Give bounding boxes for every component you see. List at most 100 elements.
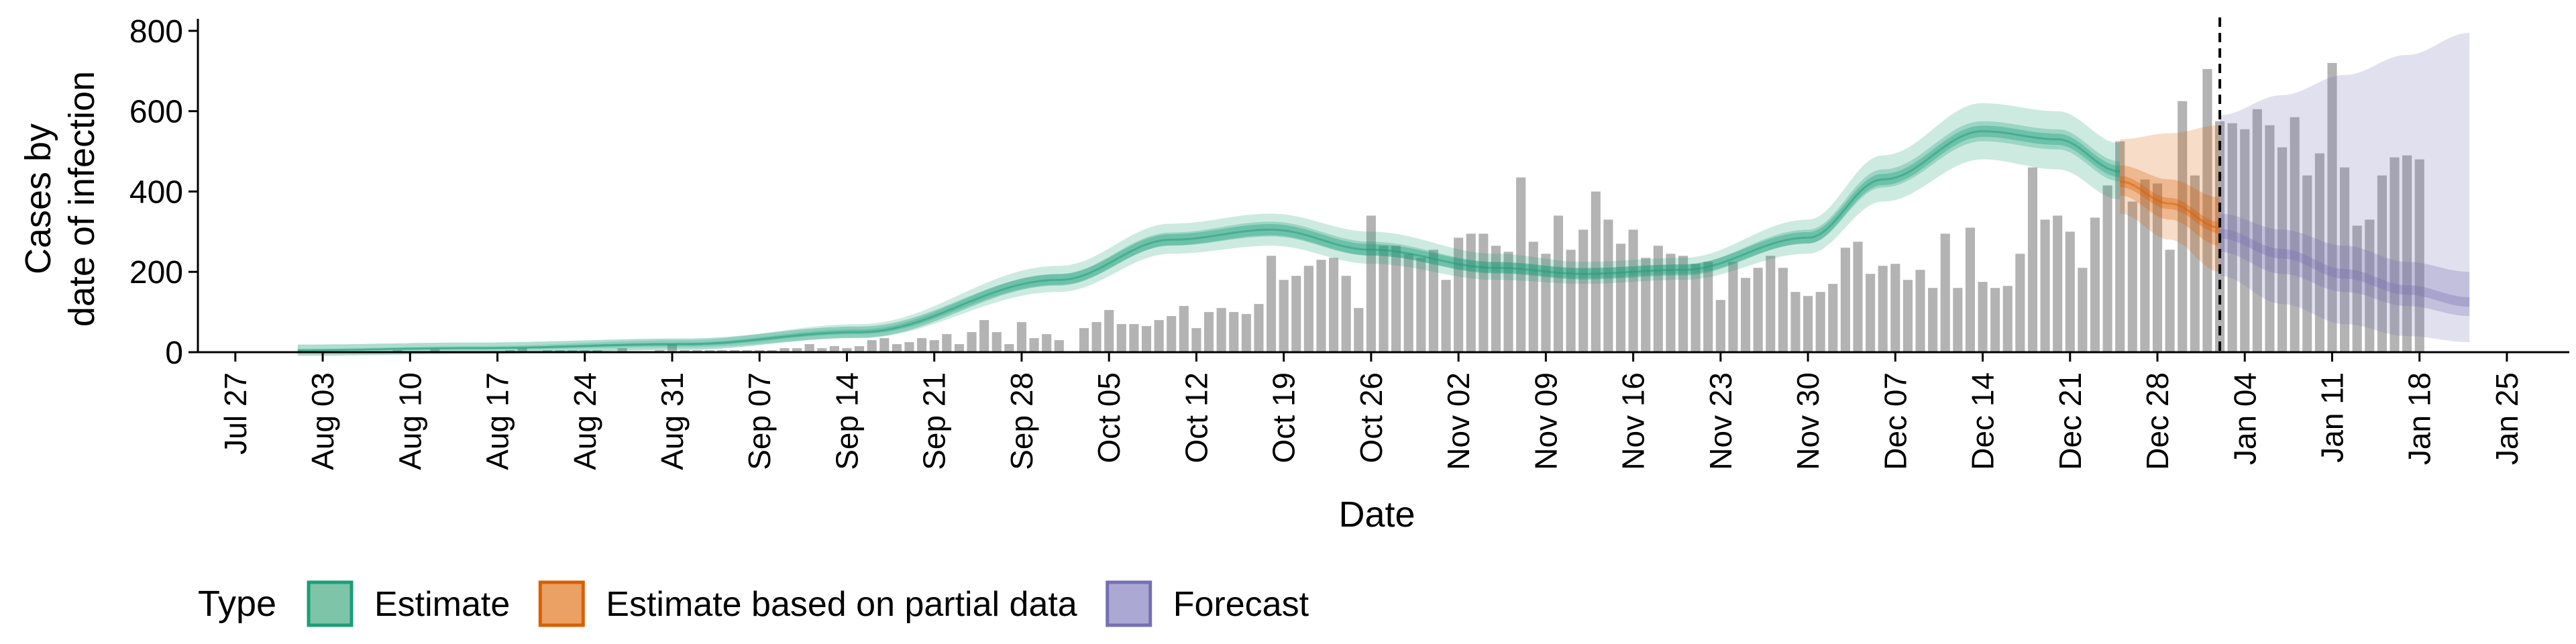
x-tick-label: Jan 11	[2315, 372, 2350, 463]
case-bar	[1978, 282, 1988, 352]
case-bar	[2290, 117, 2300, 352]
case-bar	[1016, 322, 1027, 352]
case-bar	[2053, 215, 2063, 352]
y-axis-title: Cases by date of infection	[18, 71, 102, 327]
x-tick-label: Dec 28	[2140, 372, 2175, 470]
case-bar	[1940, 233, 1950, 352]
case-bar	[1491, 246, 1501, 352]
case-bar	[1441, 280, 1451, 352]
case-bar	[1029, 338, 1039, 352]
case-bar	[1341, 276, 1351, 352]
x-tick-label: Oct 05	[1091, 372, 1126, 464]
case-bar	[2190, 175, 2200, 352]
case-bar	[2402, 155, 2412, 352]
case-bar	[1766, 256, 1776, 352]
case-bar	[917, 338, 927, 352]
case-bar	[1641, 258, 1651, 352]
case-bar	[1715, 300, 1725, 352]
case-bar	[1690, 264, 1701, 352]
estimate-median-band	[297, 125, 2121, 356]
estimate-median-line	[297, 130, 2121, 352]
y-tick-label: 400	[129, 174, 183, 210]
case-bar	[1191, 328, 1201, 352]
y-axis-title-line-1: Cases by	[18, 123, 58, 274]
case-bar	[2265, 125, 2275, 352]
y-tick-label: 0	[165, 335, 183, 371]
case-bar	[942, 334, 952, 352]
case-bar	[2002, 286, 2012, 352]
case-bar	[855, 346, 865, 352]
x-tick-label: Jan 18	[2402, 372, 2437, 465]
case-bar	[1853, 241, 1863, 352]
case-bar	[991, 332, 1002, 352]
case-bar	[2090, 217, 2100, 352]
case-bar	[1042, 334, 1052, 352]
partial-band-90	[2120, 125, 2220, 272]
case-bar	[2178, 101, 2188, 353]
y-axis-title-line-2: date of infection	[62, 71, 102, 327]
case-bar	[1091, 322, 1102, 352]
x-tick-label: Oct 12	[1179, 372, 1214, 464]
case-bar	[2327, 62, 2337, 353]
x-tick-label: Nov 09	[1528, 372, 1563, 470]
case-bar	[1703, 262, 1713, 352]
legend-key-partial	[538, 580, 585, 627]
x-tick-label: Nov 16	[1616, 372, 1651, 470]
case-bar	[2102, 185, 2112, 352]
case-bar	[1878, 266, 1888, 352]
x-tick-label: Sep 14	[829, 372, 864, 470]
case-bar	[1578, 229, 1589, 352]
case-bar	[2140, 179, 2150, 352]
bars-layer	[392, 62, 2424, 353]
case-bar	[1416, 258, 1426, 352]
y-tick-label: 200	[129, 255, 183, 290]
case-bar	[2127, 201, 2137, 352]
case-bar	[1129, 324, 1139, 352]
x-tick-label: Dec 14	[1966, 372, 2000, 470]
case-bar	[1653, 246, 1663, 352]
case-bar	[892, 344, 902, 352]
case-bar	[1678, 256, 1688, 352]
case-bar	[2202, 68, 2212, 352]
case-bar	[1840, 248, 1850, 352]
x-tick-label: Jul 27	[218, 372, 253, 455]
case-bar	[2165, 250, 2175, 352]
case-bar	[1890, 264, 1900, 352]
legend-label-partial: Estimate based on partial data	[606, 585, 1077, 624]
case-bar	[2078, 268, 2088, 352]
case-bar	[1953, 288, 1963, 352]
y-tick-label: 600	[129, 95, 183, 130]
partial-median-band	[2120, 176, 2220, 233]
case-bar	[1154, 320, 1164, 352]
case-bar	[2414, 159, 2424, 352]
case-bar	[1990, 288, 2000, 352]
case-bar	[1303, 266, 1313, 352]
case-bar	[1479, 233, 1489, 352]
case-bar	[1291, 276, 1301, 352]
case-bar	[1104, 310, 1114, 352]
case-bar	[2015, 254, 2025, 352]
case-bar	[804, 344, 814, 352]
case-bar	[1902, 280, 1913, 352]
case-bar	[2340, 167, 2350, 353]
case-bar	[2252, 109, 2262, 352]
x-tick-label: Dec 07	[1878, 372, 1913, 470]
case-bar	[1216, 308, 1226, 352]
estimate-band-90	[297, 103, 2121, 352]
forecast-median-band	[2220, 229, 2470, 307]
case-bar	[430, 349, 440, 352]
legend: Type Estimate Estimate based on partial d…	[198, 580, 1309, 627]
x-tick-label: Sep 21	[917, 372, 952, 470]
case-bar	[2314, 153, 2324, 353]
case-bar	[1179, 306, 1189, 352]
case-bar	[979, 320, 989, 352]
case-bar	[1466, 233, 1476, 352]
case-bar	[1740, 278, 1751, 352]
forecast-band-50	[2220, 213, 2470, 317]
case-bar	[1541, 254, 1551, 352]
y-tick-label: 800	[129, 14, 183, 50]
partial-median-line	[2120, 180, 2220, 229]
x-tick-label: Oct 19	[1267, 372, 1301, 464]
case-bar	[667, 344, 678, 352]
case-bar	[1790, 292, 1801, 352]
